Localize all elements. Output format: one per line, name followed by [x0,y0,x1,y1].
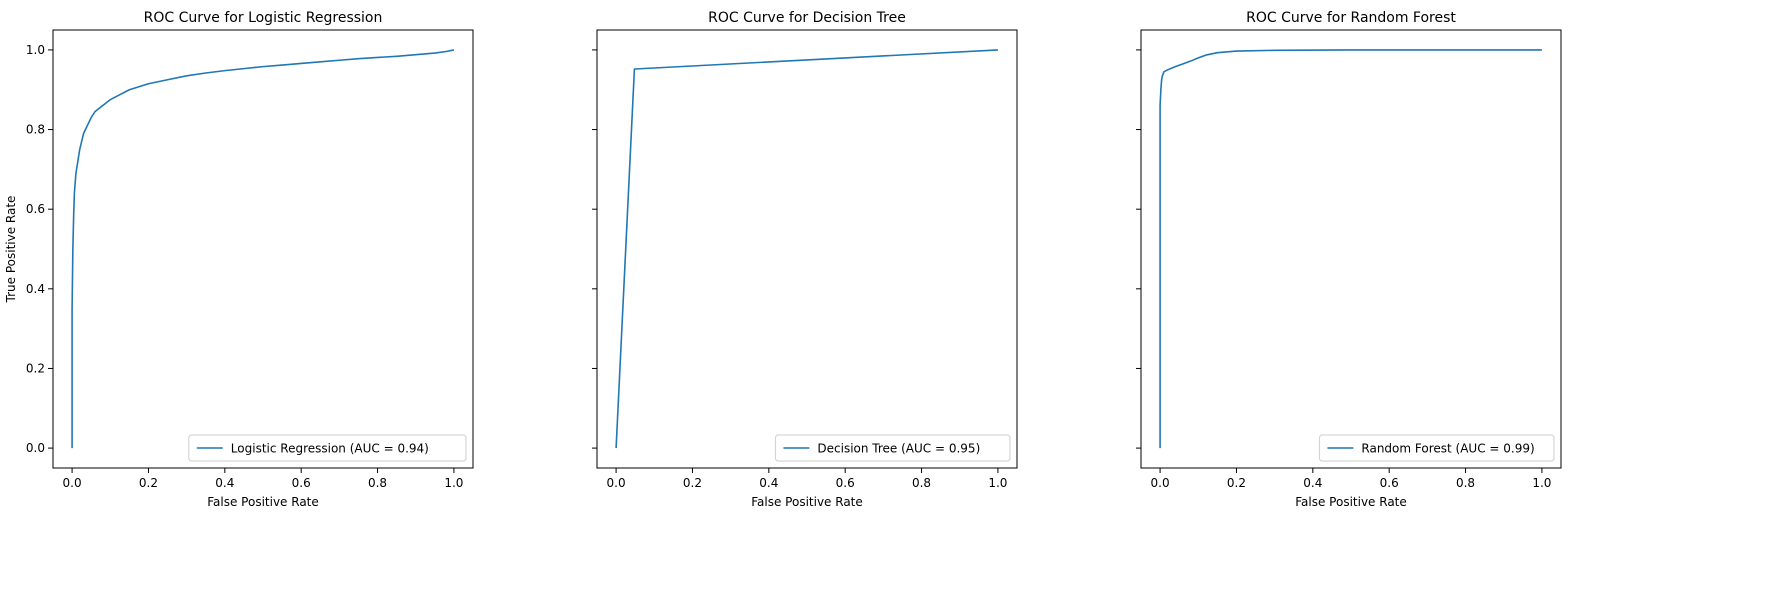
roc-curve-line [1159,49,1542,449]
y-tick-label: 0.2 [26,361,45,375]
axes-frame [596,29,1018,469]
y-tick-label: 1.0 [26,43,45,57]
x-tick-label: 0.2 [139,476,158,490]
legend-label: Random Forest (AUC = 0.99) [1361,442,1534,456]
roc-panel-3: ROC Curve for Random Forest 0.0 0.2 0.4 0.6 0… [1136,10,1562,509]
y-tick-label: 0.8 [26,123,45,137]
x-tick-label: 0.4 [215,476,234,490]
x-tick-label: 0.6 [292,476,311,490]
x-tick-label: 0.6 [1380,476,1399,490]
x-tick-label: 0.8 [1456,476,1475,490]
y-axis-label: True Positive Rate [4,196,18,304]
x-tick-label: 0.8 [368,476,387,490]
chart-title: ROC Curve for Random Forest [1246,10,1456,26]
x-tick-label: 0.8 [912,476,931,490]
x-axis-label: False Positive Rate [207,495,319,509]
chart-title: ROC Curve for Decision Tree [708,10,906,26]
legend-box [188,434,467,462]
legend-label: Decision Tree (AUC = 0.95) [817,442,980,456]
x-tick-label: 0.4 [1303,476,1322,490]
legend-label: Logistic Regression (AUC = 0.94) [231,442,429,456]
x-tick-label: 0.0 [607,476,626,490]
x-axis-label: False Positive Rate [751,495,863,509]
x-tick-label: 0.6 [836,476,855,490]
x-tick-label: 1.0 [1532,476,1551,490]
x-tick-label: 1.0 [988,476,1007,490]
x-axis-label: False Positive Rate [1295,495,1407,509]
x-tick-label: 1.0 [444,476,463,490]
x-tick-label: 0.2 [683,476,702,490]
y-tick-label: 0.6 [26,202,45,216]
axes-frame [1140,29,1562,469]
x-tick-label: 0.4 [759,476,778,490]
roc-curve-line [71,49,455,449]
y-tick-label: 0.4 [26,282,45,296]
legend-box [774,434,1011,462]
legend-box [1318,434,1555,462]
chart-title: ROC Curve for Logistic Regression [144,10,383,26]
roc-curve-line [615,49,998,449]
x-tick-label: 0.2 [1227,476,1246,490]
roc-panel-2: ROC Curve for Decision Tree 0.0 0.2 0.4 0.6 0… [592,10,1018,509]
axes-frame [52,29,474,469]
x-tick-label: 0.0 [1151,476,1170,490]
roc-panel-1: ROC Curve for Logistic Regression 0.0 0.2 0… [4,10,474,509]
x-tick-label: 0.0 [63,476,82,490]
y-tick-label: 0.0 [26,441,45,455]
